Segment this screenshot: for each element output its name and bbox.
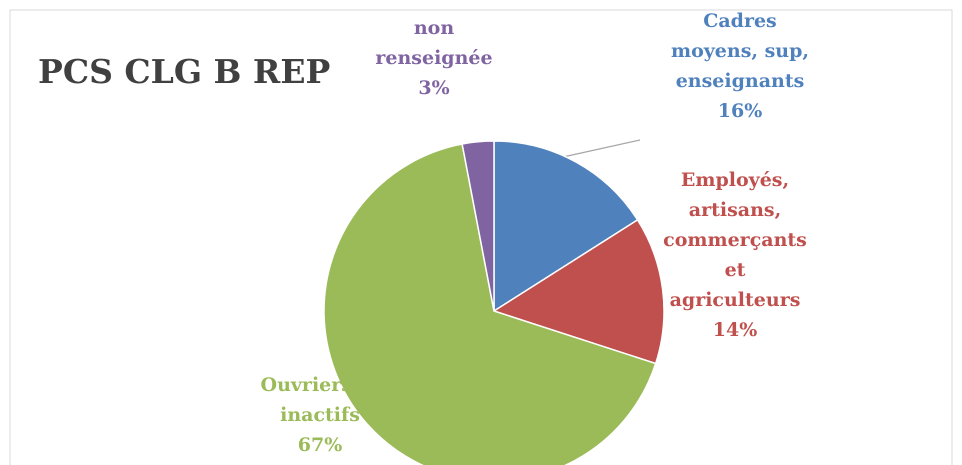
data-label: Employés, artisans, commerçants et agric… xyxy=(660,165,810,345)
pie-slice xyxy=(492,218,665,365)
data-label: Cadres moyens, sup, enseignants 16% xyxy=(665,6,815,126)
pie-slice xyxy=(493,140,639,313)
pie-slice xyxy=(323,143,657,465)
label-value: 3% xyxy=(418,77,450,99)
label-name: Cadres moyens, sup, enseignants xyxy=(670,10,810,92)
pie-slice xyxy=(461,140,495,312)
data-label: Ouvriers et inactifs 67% xyxy=(245,370,395,460)
label-value: 16% xyxy=(717,100,763,122)
chart-title: PCS CLG B REP xyxy=(38,52,331,91)
leader-line xyxy=(562,139,641,158)
label-name: non renseignée xyxy=(375,17,493,69)
label-name: Employés, artisans, commerçants et agric… xyxy=(663,169,807,311)
label-value: 14% xyxy=(712,319,758,341)
label-name: Ouvriers et inactifs xyxy=(260,374,380,426)
data-label: non renseignée 3% xyxy=(359,13,509,103)
label-value: 67% xyxy=(297,434,343,456)
